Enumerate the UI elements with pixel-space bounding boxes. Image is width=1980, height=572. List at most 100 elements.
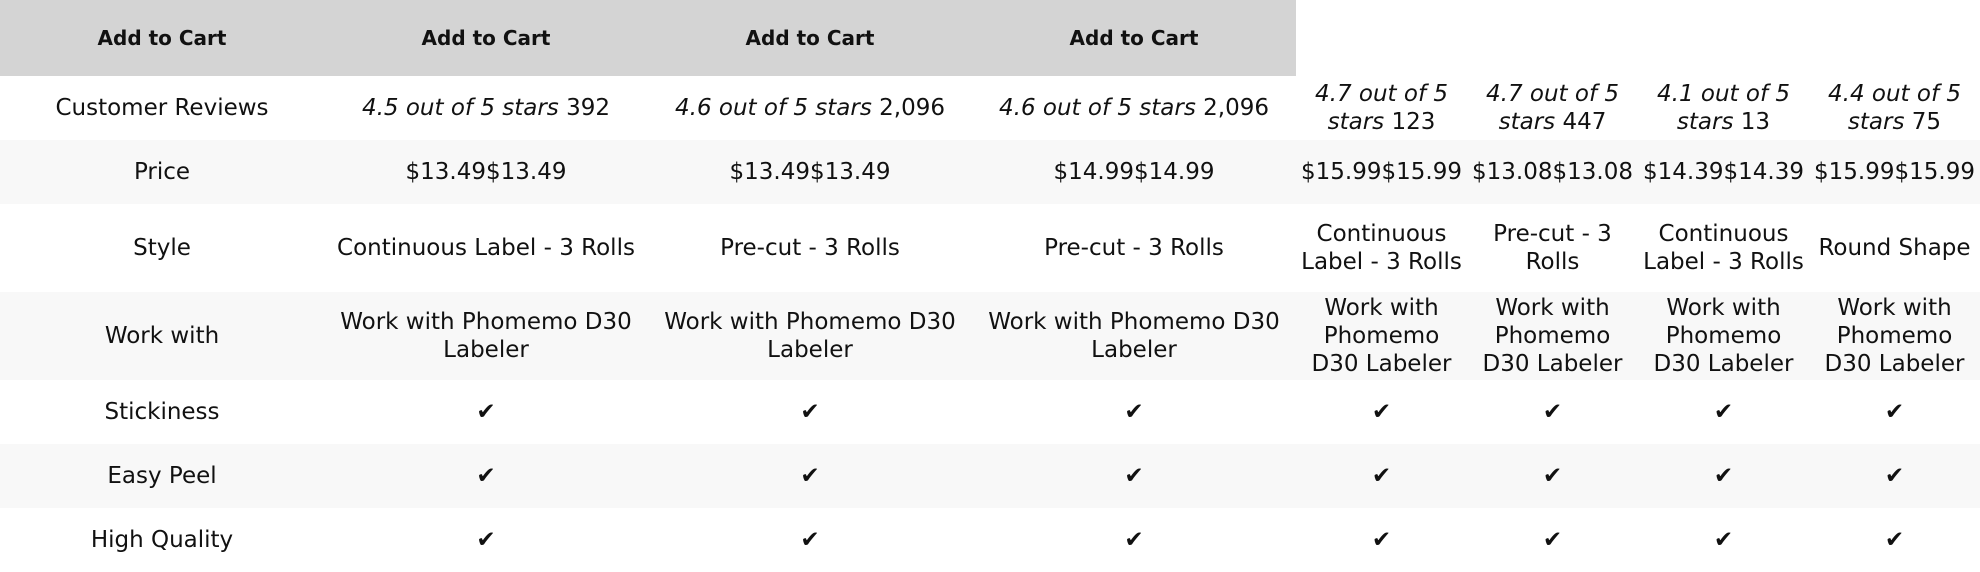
style-cell: Continuous Label - 3 Rolls <box>1638 204 1809 292</box>
customer-reviews-cell: 4.6 out of 5 stars 2,096 <box>972 76 1296 140</box>
customer-reviews-cell: 4.4 out of 5 stars 75 <box>1809 76 1980 140</box>
customer-reviews-cell: 4.5 out of 5 stars 392 <box>324 76 648 140</box>
add-to-cart-button[interactable]: Add to Cart <box>972 0 1296 76</box>
work-with-cell: Work with Phomemo D30 Labeler <box>1467 292 1638 380</box>
style-value: Continuous Label - 3 Rolls <box>1643 221 1804 275</box>
work-with-value: Work with Phomemo D30 Labeler <box>664 309 956 363</box>
work-with-cell: Work with Phomemo D30 Labeler <box>972 292 1296 380</box>
check-icon: ✔ <box>1542 399 1563 425</box>
row-label: Style <box>133 235 191 261</box>
check-icon: ✔ <box>476 399 496 425</box>
work-with-cell: Work with Phomemo D30 Labeler <box>1296 292 1467 380</box>
add-to-cart-button[interactable]: Add to Cart <box>648 0 972 76</box>
row-label-work-with: Work with <box>0 292 324 380</box>
check-icon: ✔ <box>1124 399 1144 425</box>
price-cell: $13.49$13.49 <box>324 140 648 204</box>
price-cell: $15.99$15.99 <box>1809 140 1980 204</box>
easy-peel-cell: ✔ <box>1809 444 1980 508</box>
check-icon: ✔ <box>800 399 820 425</box>
stickiness-cell: ✔ <box>324 380 648 444</box>
stickiness-cell: ✔ <box>1467 380 1638 444</box>
review-count: 75 <box>1911 109 1942 135</box>
price-cell: $14.39$14.39 <box>1638 140 1809 204</box>
check-icon: ✔ <box>1542 527 1563 553</box>
stickiness-cell: ✔ <box>1809 380 1980 444</box>
high-quality-cell: ✔ <box>648 508 972 572</box>
customer-reviews-cell: 4.7 out of 5 stars 447 <box>1467 76 1638 140</box>
check-icon: ✔ <box>1713 527 1734 553</box>
high-quality-cell: ✔ <box>1296 508 1467 572</box>
easy-peel-cell: ✔ <box>1296 444 1467 508</box>
review-count: 2,096 <box>879 95 945 121</box>
row-label-high-quality: High Quality <box>0 508 324 572</box>
row-label-easy-peel: Easy Peel <box>0 444 324 508</box>
price-cell: $13.49$13.49 <box>648 140 972 204</box>
star-rating: 4.1 out of 5 stars <box>1657 81 1790 135</box>
star-rating: 4.4 out of 5 stars <box>1828 81 1961 135</box>
add-to-cart-label: Add to Cart <box>1069 26 1199 50</box>
easy-peel-cell: ✔ <box>324 444 648 508</box>
high-quality-cell: ✔ <box>1638 508 1809 572</box>
row-label-customer-reviews: Customer Reviews <box>0 76 324 140</box>
star-rating: 4.6 out of 5 stars <box>999 95 1196 121</box>
check-icon: ✔ <box>1124 527 1144 553</box>
review-count: 123 <box>1391 109 1436 135</box>
star-rating: 4.7 out of 5 stars <box>1486 81 1619 135</box>
review-count: 13 <box>1740 109 1771 135</box>
style-cell: Continuous Label - 3 Rolls <box>1296 204 1467 292</box>
high-quality-cell: ✔ <box>1809 508 1980 572</box>
row-label: Customer Reviews <box>55 95 269 121</box>
check-icon: ✔ <box>476 463 496 489</box>
row-label: Stickiness <box>104 399 220 425</box>
row-label: Price <box>133 159 191 185</box>
easy-peel-cell: ✔ <box>1638 444 1809 508</box>
style-value: Pre-cut - 3 Rolls <box>1044 235 1224 261</box>
check-icon: ✔ <box>1371 399 1392 425</box>
row-label-style: Style <box>0 204 324 292</box>
high-quality-cell: ✔ <box>324 508 648 572</box>
easy-peel-cell: ✔ <box>1467 444 1638 508</box>
check-icon: ✔ <box>1713 463 1734 489</box>
check-icon: ✔ <box>1713 399 1734 425</box>
stickiness-cell: ✔ <box>1296 380 1467 444</box>
style-cell: Pre-cut - 3 Rolls <box>648 204 972 292</box>
work-with-value: Work with Phomemo D30 Labeler <box>988 309 1280 363</box>
work-with-cell: Work with Phomemo D30 Labeler <box>324 292 648 380</box>
price-value: $13.49$13.49 <box>729 159 891 185</box>
stickiness-cell: ✔ <box>972 380 1296 444</box>
row-label-stickiness: Stickiness <box>0 380 324 444</box>
add-to-cart-label: Add to Cart <box>97 26 227 50</box>
high-quality-cell: ✔ <box>972 508 1296 572</box>
price-value: $14.39$14.39 <box>1643 159 1804 185</box>
add-to-cart-button[interactable]: Add to Cart <box>324 0 648 76</box>
style-value: Round Shape <box>1818 235 1971 261</box>
work-with-cell: Work with Phomemo D30 Labeler <box>648 292 972 380</box>
price-cell: $13.08$13.08 <box>1467 140 1638 204</box>
work-with-cell: Work with Phomemo D30 Labeler <box>1809 292 1980 380</box>
star-rating: 4.5 out of 5 stars <box>361 95 559 121</box>
star-rating: 4.7 out of 5 stars <box>1315 81 1448 135</box>
customer-reviews-cell: 4.1 out of 5 stars 13 <box>1638 76 1809 140</box>
work-with-value: Work with Phomemo D30 Labeler <box>1653 295 1794 377</box>
work-with-value: Work with Phomemo D30 Labeler <box>1311 295 1452 377</box>
price-value: $15.99$15.99 <box>1301 159 1462 185</box>
style-cell: Pre-cut - 3 Rolls <box>1467 204 1638 292</box>
check-icon: ✔ <box>476 527 496 553</box>
easy-peel-cell: ✔ <box>648 444 972 508</box>
add-to-cart-button[interactable]: Add to Cart <box>0 0 324 76</box>
stickiness-cell: ✔ <box>648 380 972 444</box>
customer-reviews-cell: 4.7 out of 5 stars 123 <box>1296 76 1467 140</box>
price-value: $13.08$13.08 <box>1472 159 1633 185</box>
row-label: Work with <box>104 323 220 349</box>
star-rating: 4.6 out of 5 stars <box>675 95 872 121</box>
stickiness-cell: ✔ <box>1638 380 1809 444</box>
check-icon: ✔ <box>1124 463 1144 489</box>
check-icon: ✔ <box>1884 463 1905 489</box>
review-count: 2,096 <box>1203 95 1269 121</box>
price-value: $14.99$14.99 <box>1053 159 1215 185</box>
customer-reviews-cell: 4.6 out of 5 stars 2,096 <box>648 76 972 140</box>
check-icon: ✔ <box>1884 399 1905 425</box>
style-cell: Continuous Label - 3 Rolls <box>324 204 648 292</box>
check-icon: ✔ <box>800 463 820 489</box>
